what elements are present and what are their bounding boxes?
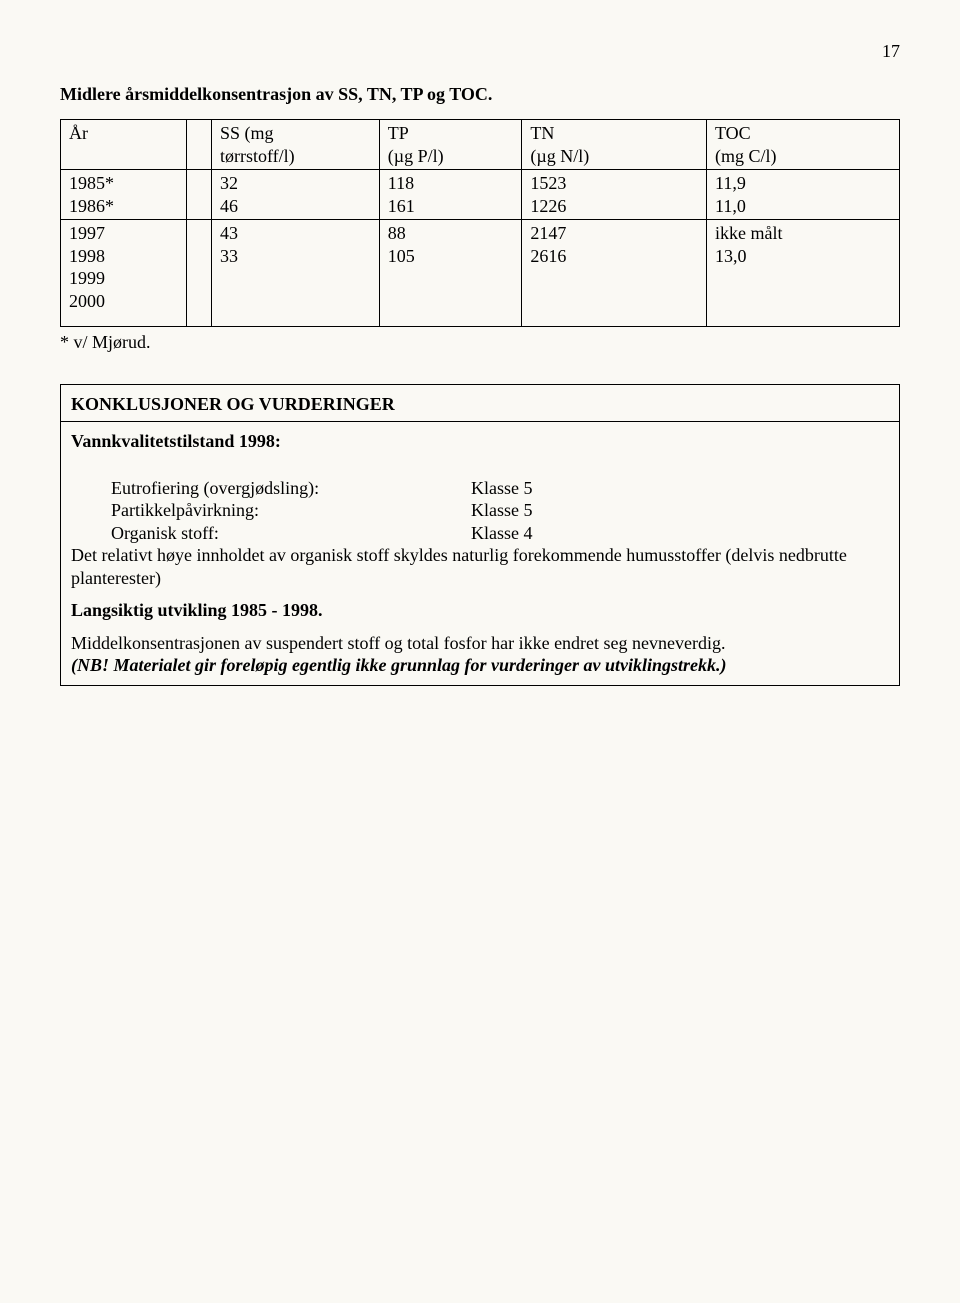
col-toc-label2: (mg C/l) [715,146,777,166]
conclusions-box: KONKLUSJONER OG VURDERINGER Vannkvalitet… [60,384,900,686]
kv-row: Eutrofiering (overgjødsling): Klasse 5 [71,477,889,500]
cell: 88 [388,223,406,243]
section-heading: Midlere årsmiddelkonsentrasjon av SS, TN… [60,83,900,106]
data-table: År SS (mg tørrstoff/l) TP (µg P/l) TN (µ… [60,119,900,327]
col-ss-label2: tørrstoff/l) [220,146,295,166]
kv-key: Eutrofiering (overgjødsling): [71,477,471,500]
cell: 32 [220,173,238,193]
kv-key: Partikkelpåvirkning: [71,499,471,522]
cell: 1523 [530,173,566,193]
kv-row: Organisk stoff: Klasse 4 [71,522,889,545]
cell: ikke målt [715,223,782,243]
kv-row: Partikkelpåvirkning: Klasse 5 [71,499,889,522]
group2-row: 1997 1998 1999 2000 43 33 88 105 2147 26… [61,220,900,327]
cell: 11,9 [715,173,746,193]
cell: 2147 [530,223,566,243]
cell: 46 [220,196,238,216]
box-italic-note: (NB! Materialet gir foreløpig egentlig i… [71,654,889,677]
box-subhead1: Vannkvalitetstilstand 1998: [71,430,889,457]
cell: 2000 [69,291,105,311]
table-footnote: * v/ Mjørud. [60,331,900,354]
kv-key: Organisk stoff: [71,522,471,545]
cell: 1226 [530,196,566,216]
box-paragraph: Det relativt høye innholdet av organisk … [71,544,889,589]
page-number: 17 [60,40,900,63]
cell: 161 [388,196,415,216]
kv-val: Klasse 4 [471,522,533,545]
col-tn-label1: TN [530,123,554,143]
cell: 43 [220,223,238,243]
kv-val: Klasse 5 [471,499,533,522]
cell: 33 [220,246,238,266]
kv-val: Klasse 5 [471,477,533,500]
col-tp-label1: TP [388,123,409,143]
cell: 118 [388,173,414,193]
group1-row: 1985* 1986* 32 46 118 161 1523 1226 11,9… [61,170,900,220]
cell: 1998 [69,246,105,266]
cell: 105 [388,246,415,266]
cell: 1997 [69,223,105,243]
cell: 2616 [530,246,566,266]
cell: 1986* [69,196,114,216]
header-row: År SS (mg tørrstoff/l) TP (µg P/l) TN (µ… [61,120,900,170]
box-subhead2: Langsiktig utvikling 1985 - 1998. [71,599,889,622]
cell: 13,0 [715,246,747,266]
cell: 1985* [69,173,114,193]
cell: 11,0 [715,196,746,216]
cell: 1999 [69,268,105,288]
box-paragraph2: Middelkonsentrasjonen av suspendert stof… [71,632,889,655]
col-year-label: År [69,123,88,143]
col-ss-label1: SS (mg [220,123,274,143]
col-tp-label2: (µg P/l) [388,146,444,166]
box-title: KONKLUSJONER OG VURDERINGER [61,393,899,423]
col-tn-label2: (µg N/l) [530,146,589,166]
col-toc-label1: TOC [715,123,751,143]
